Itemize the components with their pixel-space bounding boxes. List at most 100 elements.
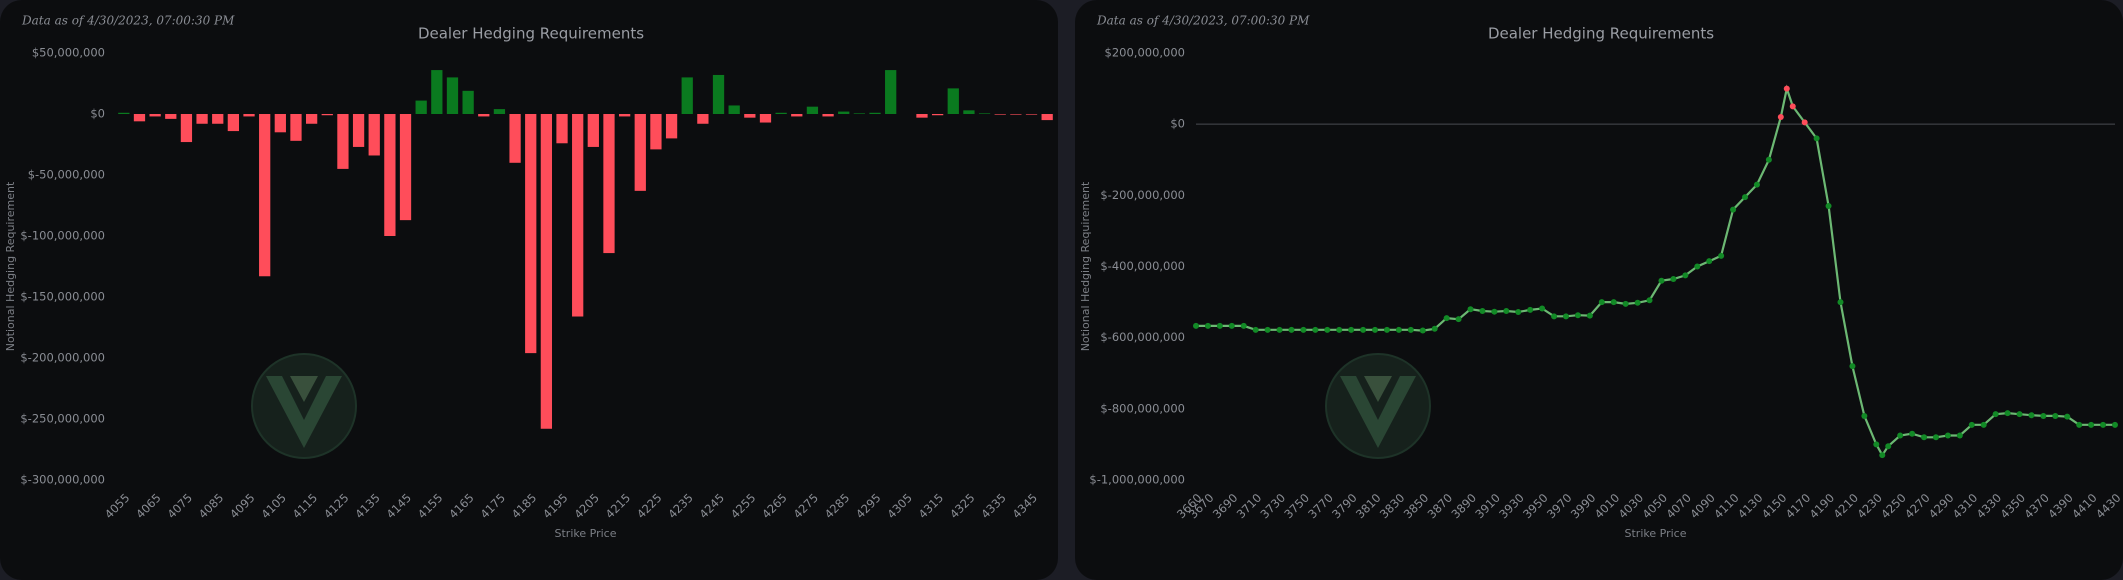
- y-tick-label: $-800,000,000: [1100, 401, 1185, 415]
- point: [1789, 103, 1796, 110]
- point: [1730, 206, 1737, 213]
- point: [1610, 299, 1617, 306]
- point: [1622, 300, 1629, 307]
- point: [1980, 421, 1987, 428]
- bar: [650, 114, 662, 150]
- bar: [352, 114, 365, 147]
- bar: [196, 114, 208, 124]
- data-as-of: Data as of 4/30/2023, 07:00:30 PM: [1096, 14, 1310, 28]
- bar: [556, 114, 568, 144]
- y-tick-label: $50,000,000: [32, 46, 105, 60]
- point: [1598, 299, 1605, 306]
- bar: [665, 114, 678, 139]
- point: [1586, 312, 1593, 319]
- y-tick-label: $0: [90, 107, 105, 121]
- x-axis-label: Strike Price: [1625, 527, 1687, 540]
- bar: [681, 77, 693, 114]
- point: [1968, 421, 1975, 428]
- point: [2076, 421, 2083, 428]
- point: [1336, 326, 1343, 333]
- point: [1193, 322, 1199, 329]
- point: [2016, 411, 2023, 418]
- y-tick-label: $-200,000,000: [20, 351, 105, 365]
- point: [1431, 325, 1438, 332]
- point: [1312, 326, 1319, 333]
- bar: [540, 114, 553, 429]
- point: [1264, 326, 1271, 333]
- point: [1825, 203, 1832, 210]
- bar: [368, 114, 380, 156]
- y-tick-label: $-250,000,000: [20, 412, 105, 426]
- point: [1372, 326, 1379, 333]
- bar: [165, 114, 177, 119]
- bar: [1025, 114, 1038, 115]
- bar: [118, 112, 130, 114]
- bar: [822, 114, 834, 117]
- point: [1539, 305, 1546, 312]
- point: [1228, 322, 1235, 329]
- bar: [133, 114, 146, 122]
- point: [1909, 430, 1916, 437]
- point: [1360, 326, 1367, 333]
- point: [1944, 432, 1951, 439]
- point: [1813, 135, 1820, 142]
- bar: [259, 114, 271, 277]
- point: [1348, 326, 1355, 333]
- bar: [697, 114, 709, 124]
- point: [1921, 434, 1928, 441]
- point: [2040, 412, 2047, 419]
- y-tick-label: $-150,000,000: [20, 290, 105, 304]
- bar: [321, 114, 333, 116]
- point: [1395, 326, 1402, 333]
- point: [1879, 452, 1886, 459]
- point: [1551, 313, 1558, 320]
- point: [1718, 252, 1725, 259]
- bar: [791, 114, 803, 117]
- bar: [587, 114, 599, 147]
- point: [1527, 306, 1534, 313]
- point: [1956, 432, 1963, 439]
- bar: [274, 114, 286, 133]
- point: [1873, 441, 1880, 448]
- point: [1300, 326, 1307, 333]
- bar: [305, 114, 318, 124]
- point: [1634, 299, 1641, 306]
- bar: [180, 114, 193, 143]
- point: [1383, 326, 1390, 333]
- point: [2004, 410, 2011, 417]
- point: [1885, 443, 1892, 450]
- point: [1407, 326, 1414, 333]
- point: [1783, 85, 1790, 92]
- y-axis-label: Notional Hedging Requirement: [4, 181, 17, 351]
- y-tick-label: $-600,000,000: [1100, 330, 1185, 344]
- y-tick-label: $200,000,000: [1105, 46, 1185, 60]
- point: [1753, 181, 1760, 188]
- bar: [493, 109, 506, 114]
- bar: [947, 88, 959, 114]
- bar: [744, 114, 756, 118]
- point: [1574, 312, 1581, 319]
- point: [1992, 411, 1999, 418]
- y-tick-label: $-300,000,000: [20, 473, 105, 487]
- bar: [603, 114, 615, 254]
- bar: [431, 70, 443, 114]
- bar: [446, 77, 459, 114]
- point: [1503, 307, 1510, 314]
- y-tick-label: $-1,000,000,000: [1089, 473, 1185, 487]
- bar: [1041, 114, 1053, 121]
- chart-title: Dealer Hedging Requirements: [1488, 25, 1714, 43]
- bar: [775, 112, 787, 114]
- bar: [916, 114, 928, 118]
- bar: [384, 114, 396, 236]
- point: [2028, 412, 2035, 419]
- bar: [978, 113, 991, 114]
- point: [1861, 412, 1868, 419]
- point: [1455, 316, 1462, 323]
- point: [1765, 156, 1772, 163]
- point: [1837, 299, 1844, 306]
- logo: [251, 353, 357, 459]
- bar: [462, 90, 474, 114]
- bar: [712, 74, 725, 114]
- bar: [525, 114, 537, 354]
- bar: [759, 114, 772, 123]
